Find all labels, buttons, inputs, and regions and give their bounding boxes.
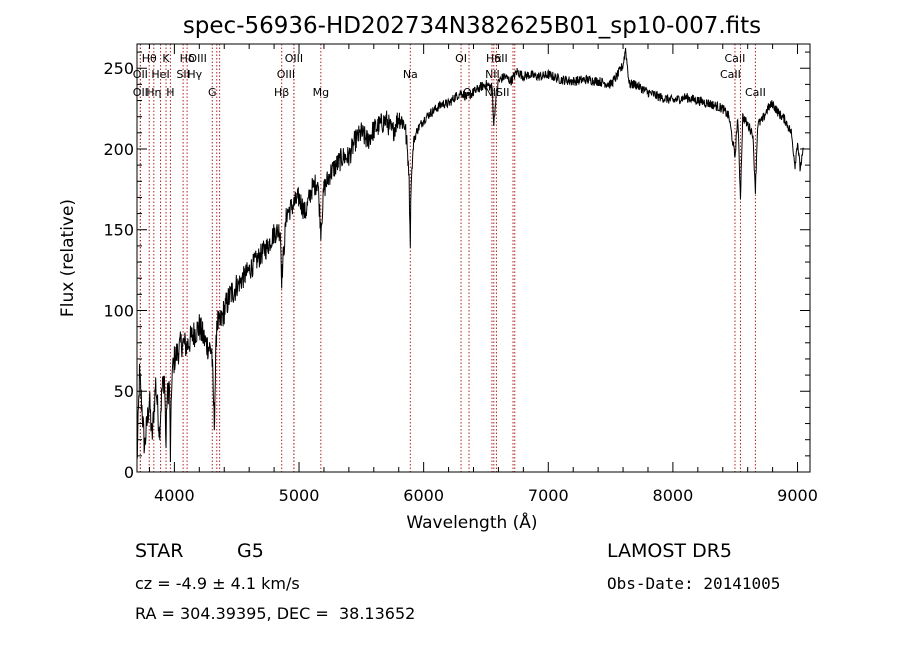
line-label: Hα [486, 52, 502, 65]
line-label: SII [176, 68, 189, 81]
object-class: STAR [135, 540, 184, 562]
y-tick-label: 100 [103, 301, 134, 320]
line-label: HeI [151, 68, 169, 81]
line-label: Hβ [274, 86, 289, 99]
line-label: OIII [188, 52, 206, 65]
y-axis-label: Flux (relative) [58, 199, 78, 317]
line-label: SII [496, 86, 509, 99]
chart-title: spec-56936-HD202734N382625B01_sp10-007.f… [183, 13, 761, 39]
line-label: Hη [146, 86, 161, 99]
plot-frame [136, 43, 811, 473]
line-label: OI [455, 52, 467, 65]
line-label: NII [485, 68, 500, 81]
x-tick-label: 4000 [154, 486, 195, 505]
line-label: CaII [720, 68, 741, 81]
line-label: Hθ [142, 52, 157, 65]
x-tick-label: 7000 [528, 486, 569, 505]
observation-date: Obs-Date: 20141005 [607, 574, 781, 593]
y-tick-label: 50 [114, 382, 134, 401]
line-label: Hγ [187, 68, 202, 81]
y-tick-label: 200 [103, 140, 134, 159]
y-tick-label: 0 [124, 463, 134, 482]
line-label: Mg [313, 86, 329, 99]
object-subclass: G5 [237, 540, 264, 562]
line-label: Na [403, 68, 418, 81]
y-tick-label: 250 [103, 59, 134, 78]
line-label: G [208, 86, 217, 99]
spectrum-series [136, 47, 805, 463]
redshift-velocity: cz = -4.9 ± 4.1 km/s [135, 574, 300, 593]
line-label: CaII [725, 52, 746, 65]
line-label: CaII [745, 86, 766, 99]
y-tick-label: 150 [103, 221, 134, 240]
line-label: SII [494, 52, 507, 65]
x-tick-label: 5000 [279, 486, 320, 505]
spectrum-line [136, 47, 805, 463]
x-tick-label: 8000 [653, 486, 694, 505]
line-label: K [162, 52, 170, 65]
line-label: OIII [277, 68, 295, 81]
x-axis-label: Wavelength (Å) [406, 511, 537, 533]
survey-name: LAMOST DR5 [607, 540, 732, 562]
x-tick-label: 6000 [403, 486, 444, 505]
coordinates: RA = 304.39395, DEC = 38.13652 [135, 604, 416, 623]
line-label: H [166, 86, 174, 99]
axis-ticks: 4000 5000 6000 7000 8000 9000 0 50 100 150 200 250 [103, 44, 818, 505]
x-tick-label: 9000 [777, 486, 818, 505]
